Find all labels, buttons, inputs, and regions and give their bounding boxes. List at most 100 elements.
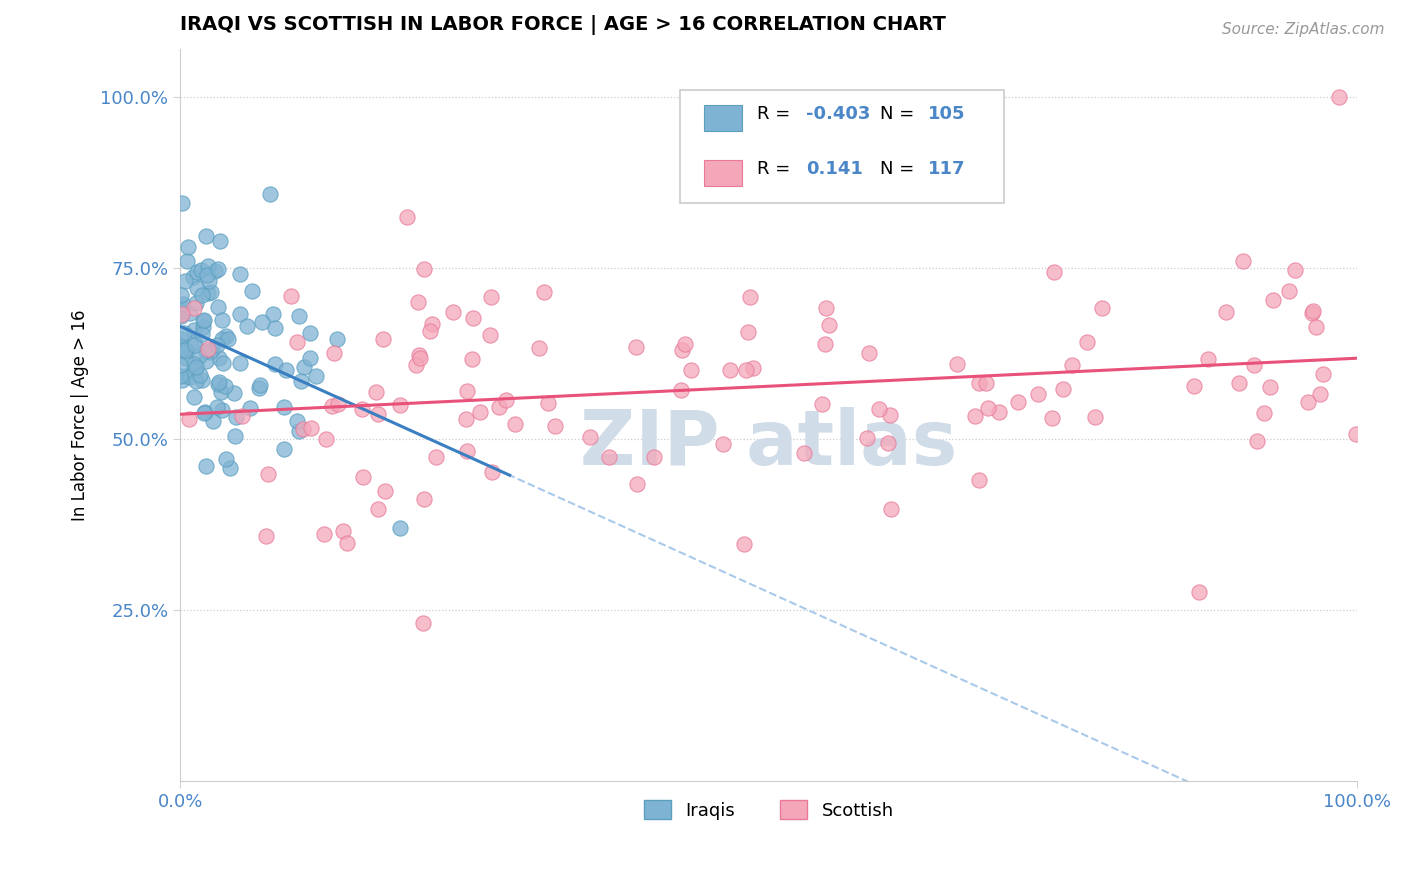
Point (198, 274, 221, 288)
Point (1243, 358, 1265, 372)
Point (174, 274, 197, 288)
Point (191, 319, 214, 334)
Point (1188, 585, 1211, 599)
Point (350, 402, 373, 417)
Point (195, 354, 218, 368)
Point (288, 425, 311, 439)
Point (335, 536, 357, 550)
Point (419, 324, 441, 338)
Point (285, 414, 308, 428)
Point (1215, 305, 1237, 319)
Point (280, 289, 302, 303)
Point (191, 314, 214, 328)
Text: R =: R = (756, 160, 801, 178)
Point (179, 306, 201, 320)
Point (537, 396, 560, 410)
Point (285, 334, 308, 349)
Point (818, 318, 841, 332)
Bar (704, 160, 741, 186)
Point (367, 502, 389, 516)
Point (169, 359, 191, 373)
Point (740, 290, 762, 304)
Point (495, 392, 517, 407)
Point (179, 369, 201, 384)
Point (219, 461, 242, 475)
Point (207, 400, 229, 414)
Point (194, 343, 217, 358)
Point (811, 397, 834, 411)
Point (856, 431, 879, 445)
Point (461, 311, 484, 326)
Point (247, 381, 270, 395)
Point (967, 376, 990, 391)
Point (264, 320, 287, 334)
Point (1084, 410, 1107, 425)
Point (409, 351, 432, 366)
Point (183, 323, 205, 337)
Point (1284, 263, 1306, 277)
Point (1263, 293, 1285, 307)
Point (184, 362, 207, 376)
Point (197, 286, 219, 301)
Point (183, 357, 205, 371)
Text: -0.403: -0.403 (806, 105, 870, 123)
Point (190, 263, 212, 277)
Point (172, 306, 194, 320)
Point (229, 268, 252, 282)
Point (183, 301, 205, 315)
Point (207, 300, 229, 314)
Point (170, 332, 193, 346)
Point (197, 259, 219, 273)
Point (224, 386, 246, 401)
Point (1052, 383, 1074, 397)
Point (1309, 387, 1331, 401)
Text: N =: N = (880, 105, 921, 123)
Point (225, 410, 247, 425)
Point (1091, 301, 1114, 316)
Point (231, 409, 253, 423)
Point (195, 268, 218, 282)
Point (626, 477, 648, 491)
Point (202, 414, 225, 428)
Point (408, 348, 430, 362)
Point (176, 344, 198, 359)
Point (183, 334, 205, 349)
Point (170, 310, 193, 324)
Point (1076, 335, 1098, 350)
Point (186, 280, 208, 294)
Point (1246, 434, 1268, 448)
Point (967, 473, 990, 487)
Point (412, 615, 434, 630)
Point (214, 379, 236, 393)
Point (250, 315, 273, 329)
Y-axis label: In Labor Force | Age > 16: In Labor Force | Age > 16 (72, 310, 89, 521)
Point (1298, 395, 1320, 409)
Point (292, 360, 315, 375)
Point (793, 446, 815, 460)
Point (179, 412, 201, 426)
Text: ZIP atlas: ZIP atlas (579, 408, 957, 482)
Point (735, 362, 758, 376)
Text: 117: 117 (928, 160, 965, 178)
Point (312, 527, 335, 541)
Point (1312, 368, 1334, 382)
Point (176, 253, 198, 268)
Legend: Iraqis, Scottish: Iraqis, Scottish (637, 793, 901, 827)
Point (200, 285, 222, 299)
Point (236, 318, 259, 333)
Point (1007, 394, 1029, 409)
Point (194, 404, 217, 418)
Point (249, 377, 271, 392)
Point (170, 343, 193, 358)
Point (671, 343, 693, 357)
Point (367, 407, 389, 421)
Point (814, 336, 837, 351)
Point (229, 307, 252, 321)
Point (1346, 426, 1368, 441)
Point (1060, 359, 1083, 373)
Point (1040, 411, 1063, 425)
Point (478, 327, 501, 342)
Point (733, 537, 755, 551)
Point (170, 287, 193, 301)
Point (290, 375, 312, 389)
